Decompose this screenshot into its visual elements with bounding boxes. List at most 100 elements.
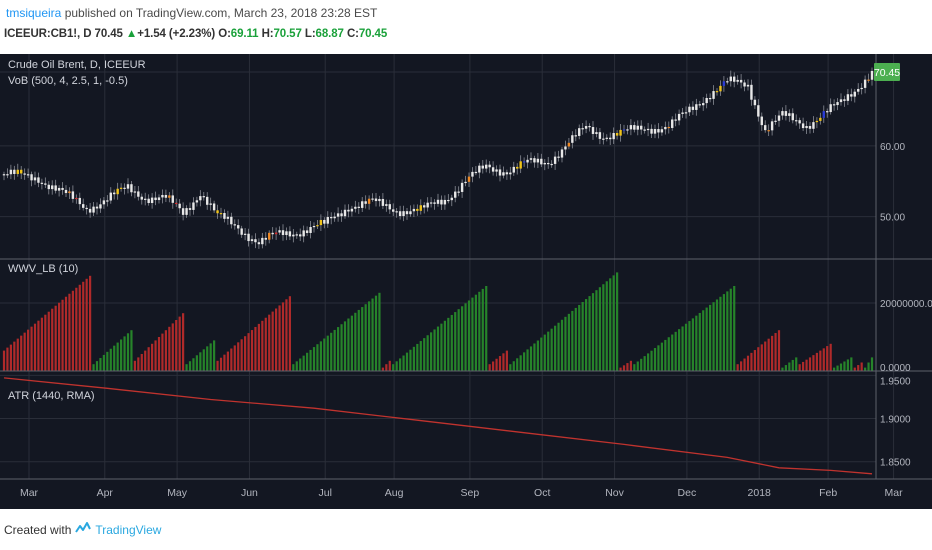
candle-body (829, 104, 832, 113)
candle-body (30, 174, 33, 181)
candle-body (605, 137, 608, 139)
wwv-bar (33, 323, 37, 371)
candle-body (78, 197, 81, 205)
author-link[interactable]: tmsiqueira (6, 6, 62, 20)
wwv-bar (698, 312, 701, 371)
tradingview-brand[interactable]: TradingView (95, 522, 162, 537)
wwv-bar (870, 357, 874, 371)
wwv-bar (502, 353, 505, 371)
candle-body (61, 187, 64, 190)
wwv-bar (492, 361, 495, 371)
candle-body (819, 117, 822, 121)
wwv-bar (78, 284, 81, 371)
wwv-bar (702, 310, 705, 371)
candle-body (274, 232, 278, 235)
candle-body (791, 113, 794, 121)
candle-body (460, 182, 464, 192)
wwv-bar (481, 288, 484, 371)
candle-body (312, 225, 316, 228)
candle-body (491, 167, 495, 172)
tradingview-logo-icon (75, 521, 92, 538)
wwv-bar (560, 319, 564, 371)
candle-body (781, 111, 784, 116)
candle-body (261, 237, 264, 245)
publish-info: tmsiqueira published on TradingView.com,… (6, 6, 377, 20)
wwv-bar (791, 359, 794, 371)
candle-body (612, 133, 615, 140)
wwv-bar (478, 291, 481, 371)
candle-body (795, 120, 798, 122)
month-tick-label: Mar (885, 487, 904, 499)
candle-body (863, 79, 867, 88)
candle-body (867, 79, 870, 81)
month-tick-label: Jul (319, 487, 332, 499)
candle-body (443, 199, 447, 205)
candle-body (464, 181, 467, 184)
candle-body (584, 126, 588, 129)
candle-body (540, 158, 543, 165)
symbol-label[interactable]: ICEEUR:CB1!, D (4, 28, 92, 40)
candle-body (361, 201, 364, 208)
candle-body (609, 137, 612, 140)
wwv-bar (633, 364, 636, 371)
candle-body (736, 79, 739, 82)
wwv-bar (533, 343, 536, 371)
candle-body (423, 205, 426, 208)
wwv-bar (419, 341, 422, 371)
candle-body (230, 216, 233, 225)
price-pane-title: Crude Oil Brent, D, ICEEUR (8, 59, 146, 71)
candle-body (633, 125, 636, 130)
candle-body (137, 191, 140, 197)
candle-body (268, 232, 271, 240)
candle-body (95, 206, 99, 209)
wwv-bar (636, 361, 639, 371)
wwv-bar (106, 351, 109, 371)
wwv-bar (581, 302, 584, 371)
wwv-bar (330, 332, 333, 371)
wwv-bar (626, 363, 629, 371)
candle-body (64, 189, 68, 194)
month-tick-label: Oct (534, 487, 550, 499)
candle-body (681, 112, 684, 114)
wwv-bar (540, 337, 543, 371)
candle-body (495, 169, 498, 172)
candle-body (757, 105, 760, 117)
candle-body (667, 126, 670, 129)
wwv-bar (495, 358, 498, 371)
wwv-bar (292, 364, 295, 371)
candle-body (395, 211, 398, 213)
wwv-bar (509, 364, 512, 371)
low-value: 68.87 (315, 28, 344, 40)
wwv-bar (850, 357, 853, 371)
candle-body (51, 185, 54, 190)
candle-body (168, 195, 171, 198)
wwv-bar (281, 302, 285, 371)
candle-body (392, 209, 395, 212)
wwv-bar (802, 361, 805, 371)
wwv-tick-label: 0.0000 (880, 363, 911, 374)
wwv-bar (392, 364, 395, 371)
wwv-bar (192, 358, 195, 371)
wwv-bar (326, 335, 329, 371)
wwv-bar (147, 347, 150, 371)
wwv-bar (178, 316, 181, 371)
candle-body (109, 192, 112, 201)
high-label: H: (261, 28, 274, 40)
wwv-indicator-title: WWV_LB (10) (8, 263, 78, 275)
month-tick-label: Feb (819, 487, 837, 499)
wwv-bar (412, 346, 415, 371)
candle-body (364, 201, 367, 204)
wwv-bar (843, 361, 846, 371)
wwv-bar (667, 337, 670, 371)
wwv-bar (467, 300, 471, 371)
candle-body (371, 198, 374, 200)
wwv-bar (857, 365, 860, 371)
candle-body (150, 197, 154, 204)
wwv-bar (188, 361, 192, 371)
wwv-bar (839, 363, 843, 371)
candle-body (567, 142, 571, 147)
candle-body (808, 126, 812, 129)
candle-body (774, 120, 777, 122)
wwv-bar (691, 318, 694, 371)
chart-canvas[interactable]: Crude Oil Brent, D, ICEEUR VoB (500, 4, … (0, 54, 932, 509)
